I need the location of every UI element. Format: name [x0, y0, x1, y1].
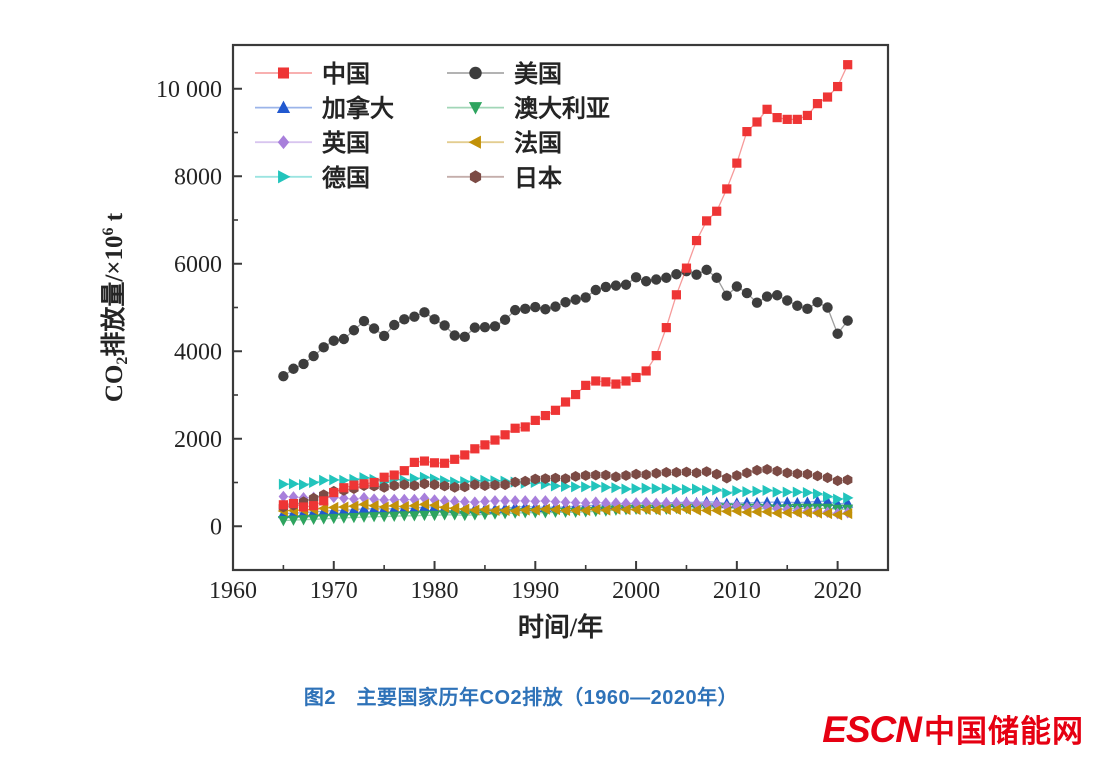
y-tick-label: 0 — [210, 514, 222, 540]
y-tick-label: 8000 — [174, 164, 222, 190]
x-tick-label: 2000 — [612, 578, 660, 604]
x-tick-label: 1970 — [310, 578, 358, 604]
x-tick-label: 2020 — [814, 578, 862, 604]
x-tick-label: 1960 — [209, 578, 257, 604]
brand-chinese-text: 中国储能网 — [924, 714, 1084, 749]
y-tick-label: 4000 — [174, 339, 222, 365]
series-japan — [278, 464, 853, 513]
legend-item-uk: 英国 — [255, 130, 370, 157]
y-axis-title: CO2排放量/×106 t — [99, 212, 131, 402]
brand-escn-text: ESCN — [822, 709, 922, 750]
legend-label: 加拿大 — [322, 95, 394, 123]
series-china — [278, 60, 853, 512]
brand-watermark: ESCN 中国储能网 — [822, 706, 1084, 751]
legend-item-canada: 加拿大 — [255, 95, 394, 123]
legend-label: 中国 — [322, 61, 370, 88]
legend-item-japan: 日本 — [447, 165, 562, 192]
y-tick-label: 10 000 — [156, 77, 222, 103]
legend-label: 美国 — [514, 60, 562, 88]
series-usa — [278, 264, 853, 382]
y-axis: 0 2000 4000 6000 8000 10 000 — [156, 77, 242, 540]
legend-item-china: 中国 — [255, 61, 370, 88]
legend-label: 日本 — [514, 165, 562, 192]
legend-label: 澳大利亚 — [514, 96, 610, 123]
x-axis: 1960 1970 1980 1990 2000 2010 2020 — [209, 561, 862, 604]
co2-emissions-chart: 1960 1970 1980 1990 2000 2010 2020 0 2000 4000 600… — [99, 43, 890, 642]
legend-item-australia: 澳大利亚 — [447, 96, 610, 123]
figure-caption: 图2 主要国家历年CO2排放（1960—2020年） — [303, 687, 739, 709]
x-tick-label: 1980 — [411, 578, 459, 604]
legend-item-france: 法国 — [447, 130, 562, 157]
x-axis-title: 时间/年 — [518, 612, 603, 642]
legend-label: 英国 — [322, 130, 370, 157]
legend-label: 德国 — [322, 164, 370, 192]
y-tick-label: 6000 — [174, 252, 222, 278]
legend-item-germany: 德国 — [255, 164, 370, 192]
y-tick-label: 2000 — [174, 427, 222, 453]
legend-label: 法国 — [514, 130, 562, 157]
axes: 1960 1970 1980 1990 2000 2010 2020 0 2000 4000 600… — [99, 43, 890, 642]
x-tick-label: 2010 — [713, 578, 761, 604]
series-germany — [278, 471, 854, 505]
x-tick-label: 1990 — [511, 578, 559, 604]
legend-item-usa: 美国 — [447, 60, 562, 88]
